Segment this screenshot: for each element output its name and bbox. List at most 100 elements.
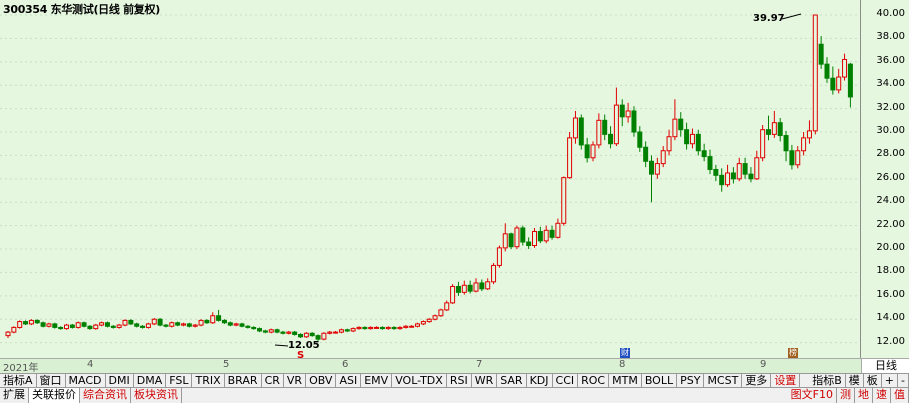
candle-up[interactable] — [93, 324, 99, 330]
candle-up[interactable] — [420, 321, 426, 325]
indicator-tab[interactable]: ROC — [578, 374, 610, 388]
info-right-tab[interactable]: 图文F10 — [788, 388, 837, 403]
indicator-tab[interactable]: FSL — [166, 374, 193, 388]
candle-down[interactable] — [157, 318, 163, 326]
candle-down[interactable] — [584, 144, 590, 159]
candle-down[interactable] — [245, 325, 251, 328]
candle-down[interactable] — [140, 325, 146, 328]
candle-up[interactable] — [461, 284, 467, 293]
candle-up[interactable] — [438, 309, 444, 317]
candle-up[interactable] — [350, 328, 356, 332]
indicator-tab[interactable]: VR — [284, 374, 307, 388]
s-marker[interactable]: S — [297, 350, 305, 361]
candle-up[interactable] — [286, 331, 292, 334]
candle-down[interactable] — [221, 319, 227, 324]
indicator-tab[interactable]: 更多 — [742, 374, 772, 388]
candle-up[interactable] — [145, 323, 151, 328]
candle-down[interactable] — [104, 322, 110, 327]
indicator-tab[interactable]: CCI — [553, 374, 579, 388]
info-right-tab[interactable]: 速 — [873, 388, 891, 403]
candle-up[interactable] — [374, 326, 380, 329]
candle-up[interactable] — [543, 229, 549, 242]
candle-up[interactable] — [432, 315, 438, 320]
candle-down[interactable] — [262, 330, 268, 333]
candle-down[interactable] — [81, 322, 87, 327]
indicator-tab[interactable]: DMI — [106, 374, 134, 388]
candle-down[interactable] — [379, 326, 385, 330]
candle-up[interactable] — [122, 319, 128, 326]
candle-up[interactable] — [806, 130, 812, 139]
indicator-tab[interactable]: BRAR — [225, 374, 262, 388]
candle-down[interactable] — [783, 135, 789, 152]
candle-up[interactable] — [17, 321, 23, 328]
candle-up[interactable] — [532, 230, 537, 247]
candle-up[interactable] — [116, 324, 122, 328]
candle-down[interactable] — [684, 129, 690, 145]
candle-up[interactable] — [736, 163, 742, 180]
indicator-tab[interactable]: 窗口 — [37, 374, 66, 388]
candle-down[interactable] — [163, 324, 169, 327]
indicator-tab[interactable]: ASI — [336, 374, 362, 388]
indicator-right-tab[interactable]: 指标B — [809, 374, 846, 388]
indicator-tab[interactable]: PSY — [677, 374, 705, 388]
candle-down[interactable] — [777, 122, 783, 137]
candle-down[interactable] — [695, 133, 701, 152]
info-tab[interactable]: 综合资讯 — [80, 388, 131, 403]
candle-up[interactable] — [5, 331, 11, 337]
candle-up[interactable] — [590, 144, 596, 159]
candle-down[interactable] — [251, 326, 257, 330]
candle-down[interactable] — [40, 322, 46, 327]
indicator-tab[interactable]: OBV — [306, 374, 337, 388]
candle-up[interactable] — [812, 14, 818, 132]
candle-up[interactable] — [11, 326, 17, 333]
candle-down[interactable] — [824, 63, 830, 79]
info-right-tab[interactable]: 值 — [891, 388, 909, 403]
candle-down[interactable] — [748, 173, 754, 180]
candle-up[interactable] — [660, 150, 666, 165]
candle-down[interactable] — [292, 331, 298, 335]
candle-down[interactable] — [204, 319, 210, 324]
indicator-tab[interactable]: DMA — [134, 374, 167, 388]
candle-up[interactable] — [672, 118, 678, 138]
candle-up[interactable] — [233, 323, 239, 326]
indicator-tab[interactable]: VOL-TDX — [392, 374, 447, 388]
candle-down[interactable] — [52, 323, 58, 328]
candle-up[interactable] — [75, 322, 81, 328]
candle-up[interactable] — [151, 318, 157, 325]
candle-down[interactable] — [309, 332, 315, 337]
candle-up[interactable] — [397, 326, 403, 330]
candle-up[interactable] — [368, 326, 374, 330]
indicator-tab[interactable]: BOLL — [642, 374, 678, 388]
candle-down[interactable] — [549, 229, 555, 238]
kline-chart[interactable] — [0, 0, 909, 358]
info-right-tab[interactable]: 测 — [837, 388, 855, 403]
info-right-tab[interactable]: 地 — [855, 388, 873, 403]
indicator-tab[interactable]: 设置 — [771, 374, 801, 388]
candle-up[interactable] — [444, 302, 450, 311]
candle-up[interactable] — [625, 110, 631, 118]
candle-down[interactable] — [34, 319, 40, 324]
candle-down[interactable] — [69, 324, 75, 328]
candle-up[interactable] — [502, 233, 508, 249]
candle-down[interactable] — [175, 322, 181, 326]
candle-down[interactable] — [467, 284, 473, 292]
candle-up[interactable] — [666, 136, 672, 152]
indicator-tab[interactable]: MCST — [704, 374, 743, 388]
info-tab[interactable]: 关联报价 — [29, 388, 80, 403]
candle-up[interactable] — [192, 324, 198, 327]
candle-up[interactable] — [450, 285, 456, 304]
candle-up[interactable] — [426, 318, 432, 323]
candle-up[interactable] — [596, 119, 602, 146]
candle-up[interactable] — [473, 282, 479, 292]
candle-down[interactable] — [847, 63, 853, 98]
candle-up[interactable] — [760, 129, 766, 159]
candle-up[interactable] — [356, 326, 362, 330]
period-selector[interactable]: 日线 — [861, 358, 909, 373]
candle-down[interactable] — [730, 172, 736, 180]
candle-up[interactable] — [725, 172, 731, 186]
candle-down[interactable] — [58, 326, 64, 330]
candle-up[interactable] — [771, 122, 777, 135]
candle-up[interactable] — [514, 227, 520, 248]
candle-up[interactable] — [689, 133, 695, 145]
indicator-tab[interactable]: KDJ — [527, 374, 553, 388]
